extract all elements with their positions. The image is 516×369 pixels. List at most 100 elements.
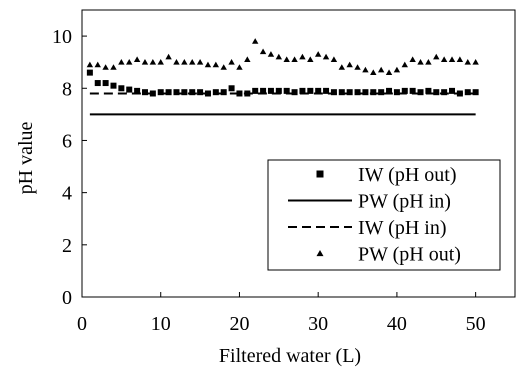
data-point (220, 89, 227, 96)
data-point (212, 61, 220, 68)
x-tick-label: 40 (387, 313, 407, 335)
y-tick-label: 6 (62, 130, 72, 152)
data-point (464, 89, 471, 96)
legend: IW (pH out) PW (pH in) IW (pH in) PW (pH ou… (267, 159, 501, 271)
data-point (315, 87, 322, 94)
data-point (181, 58, 188, 65)
x-tick-label: 30 (308, 313, 328, 335)
data-point (291, 89, 298, 96)
data-point (196, 58, 204, 65)
data-point (322, 53, 330, 60)
data-point (212, 89, 219, 96)
data-point (299, 87, 306, 94)
data-point (307, 87, 314, 94)
data-point (456, 56, 464, 62)
data-point (370, 89, 377, 96)
y-tick-label: 8 (62, 78, 72, 100)
data-point (425, 87, 432, 94)
data-point (409, 87, 416, 94)
data-point (449, 87, 456, 94)
data-point (417, 58, 424, 65)
data-point (417, 89, 424, 96)
legend-label: IW (pH in) (358, 217, 447, 239)
x-axis-ticks: 0 10 20 30 40 50 (77, 292, 486, 335)
data-point (133, 56, 141, 62)
data-point (393, 89, 400, 96)
data-point (433, 53, 440, 60)
y-tick-label: 4 (62, 183, 72, 205)
data-point (165, 89, 172, 96)
data-point (102, 64, 109, 70)
x-tick-label: 0 (77, 313, 87, 335)
y-axis-ticks: 0 2 4 6 8 10 (52, 26, 87, 309)
data-point (275, 87, 282, 94)
x-axis-label: Filtered water (L) (219, 345, 361, 367)
data-point (370, 69, 377, 76)
data-point (86, 69, 93, 76)
data-point (157, 89, 164, 96)
data-point (118, 85, 125, 92)
data-point (173, 89, 180, 96)
data-point (377, 66, 385, 73)
data-point (94, 80, 101, 87)
data-point (354, 89, 361, 96)
data-point (260, 87, 267, 94)
data-point (307, 56, 314, 62)
data-point (464, 58, 471, 65)
data-point (197, 89, 204, 96)
data-point (354, 64, 361, 70)
data-point (220, 64, 227, 70)
legend-label: PW (pH out) (358, 244, 461, 266)
x-tick-label: 20 (229, 313, 249, 335)
legend-marker (316, 170, 324, 178)
data-point (252, 87, 259, 94)
data-point (141, 89, 148, 96)
data-point (149, 58, 157, 65)
data-point (134, 87, 141, 94)
data-point (181, 89, 188, 96)
data-point (346, 61, 353, 68)
y-axis-label: pH value (15, 122, 37, 195)
series-pw-ph-out- (86, 38, 479, 76)
series-iw-ph-out- (86, 69, 479, 97)
data-point (126, 58, 133, 65)
data-point (448, 56, 456, 62)
data-point (362, 89, 369, 96)
data-point (314, 51, 322, 57)
data-point (259, 48, 267, 55)
data-point (338, 89, 345, 96)
data-point (362, 66, 369, 73)
plot-area (81, 9, 516, 298)
legend-label: PW (pH in) (358, 191, 451, 213)
data-point (409, 56, 416, 62)
data-point (189, 89, 196, 96)
data-point (283, 87, 290, 94)
data-point (110, 82, 117, 89)
y-tick-label: 0 (62, 287, 72, 309)
data-point (441, 89, 448, 96)
data-point (126, 86, 133, 93)
data-point (425, 58, 432, 65)
data-point (393, 66, 401, 73)
legend-box (267, 159, 501, 271)
data-point (141, 58, 149, 65)
data-point (299, 53, 306, 60)
data-point (267, 87, 274, 94)
legend-items: IW (pH out) PW (pH in) IW (pH in) PW (pH ou… (288, 164, 461, 266)
data-point (86, 61, 94, 68)
data-point (94, 61, 101, 68)
data-point (323, 87, 330, 94)
data-point (401, 61, 408, 68)
data-point (157, 58, 164, 65)
data-point (330, 56, 338, 62)
legend-marker (316, 250, 324, 257)
data-point (173, 58, 180, 65)
data-point (252, 38, 259, 44)
data-point (189, 58, 196, 65)
data-point (275, 53, 283, 60)
data-point (110, 64, 117, 70)
data-point (378, 89, 385, 96)
data-point (118, 58, 125, 65)
data-point (236, 64, 243, 70)
